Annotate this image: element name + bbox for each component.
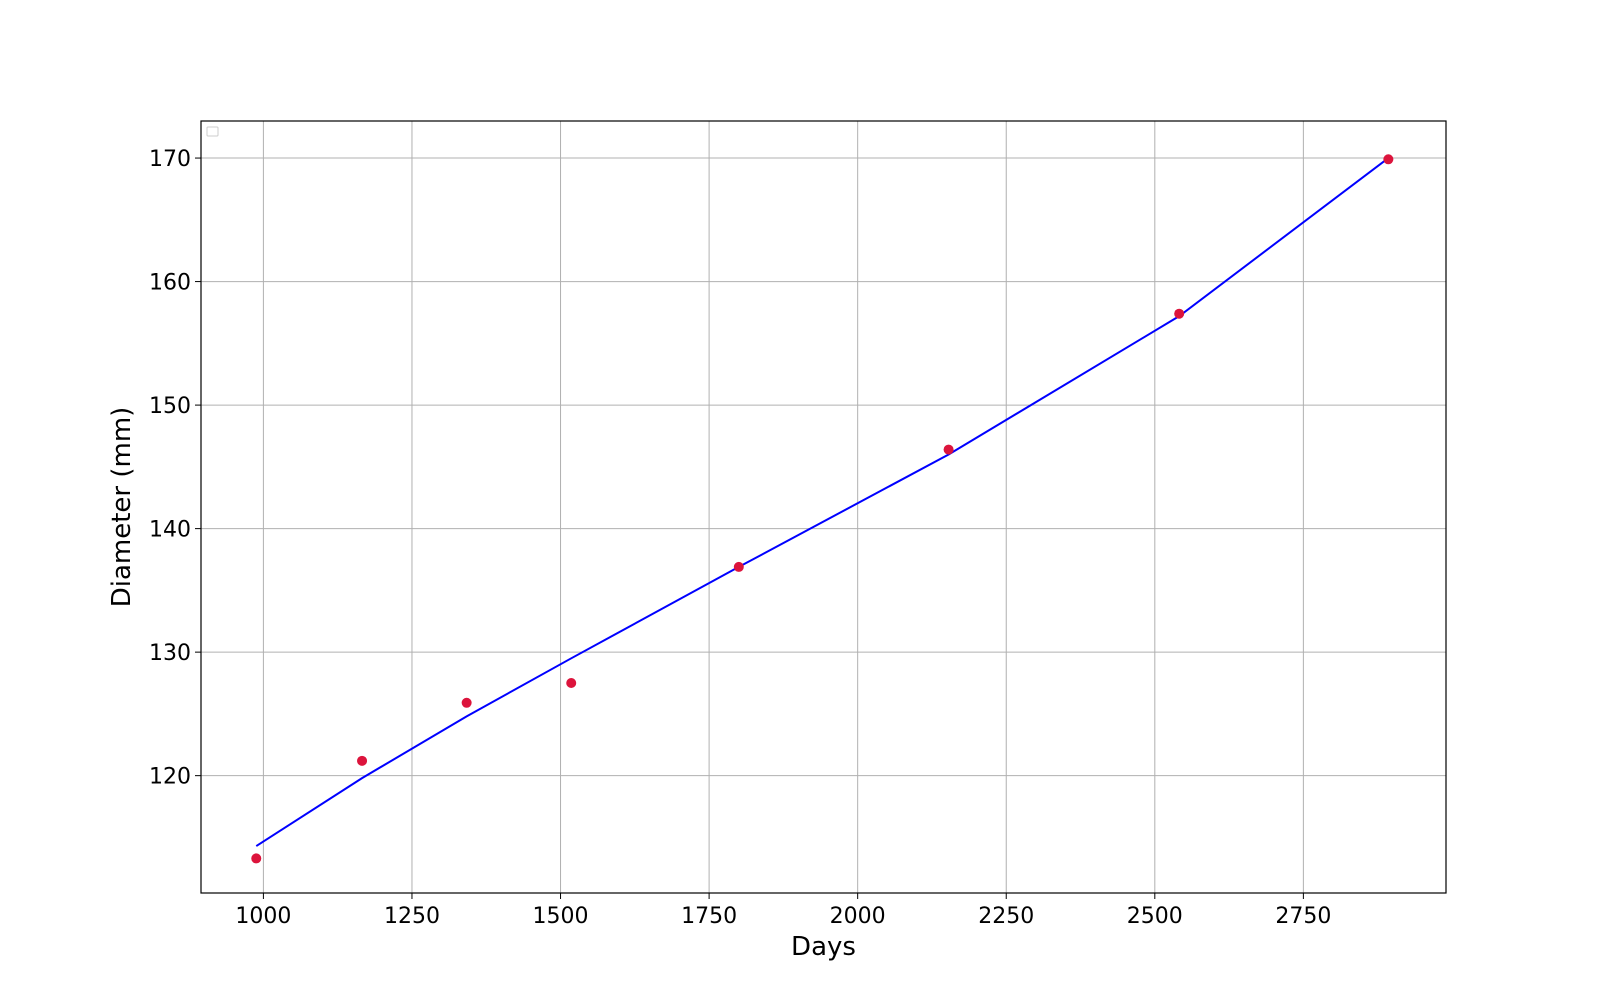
y-tick-label: 160	[149, 271, 191, 296]
x-tick-label: 2000	[830, 904, 886, 929]
fit-line-series	[255, 157, 1389, 847]
fit-line	[255, 157, 1389, 847]
data-point	[943, 444, 954, 455]
data-point	[733, 561, 744, 572]
plot-frame	[200, 120, 1447, 894]
x-tick-label: 2250	[978, 904, 1034, 929]
legend-box	[206, 126, 219, 137]
x-tick-label: 2750	[1275, 904, 1331, 929]
x-tick-label: 2500	[1127, 904, 1183, 929]
data-point	[357, 755, 368, 766]
y-tick-label: 120	[149, 765, 191, 790]
y-tick-label: 150	[149, 394, 191, 419]
scatter-series	[251, 154, 1394, 864]
data-point	[1174, 308, 1185, 319]
x-axis: 1000 1250 1500 1750 2000 2250 2500 2750	[235, 893, 1331, 929]
y-axis: 120 130 140 150 160 170	[149, 147, 201, 790]
data-point	[1383, 154, 1394, 165]
y-tick-label: 130	[149, 641, 191, 666]
x-tick-label: 1000	[235, 904, 291, 929]
data-point	[461, 697, 472, 708]
data-point	[251, 853, 262, 864]
legend	[206, 126, 219, 137]
y-tick-label: 140	[149, 518, 191, 543]
data-point	[566, 678, 577, 689]
x-tick-label: 1500	[533, 904, 589, 929]
y-tick-label: 170	[149, 147, 191, 172]
x-axis-label: Days	[791, 932, 856, 962]
grid	[201, 121, 1446, 893]
y-axis-label: Diameter (mm)	[107, 407, 137, 608]
x-tick-label: 1250	[384, 904, 440, 929]
x-tick-label: 1750	[681, 904, 737, 929]
